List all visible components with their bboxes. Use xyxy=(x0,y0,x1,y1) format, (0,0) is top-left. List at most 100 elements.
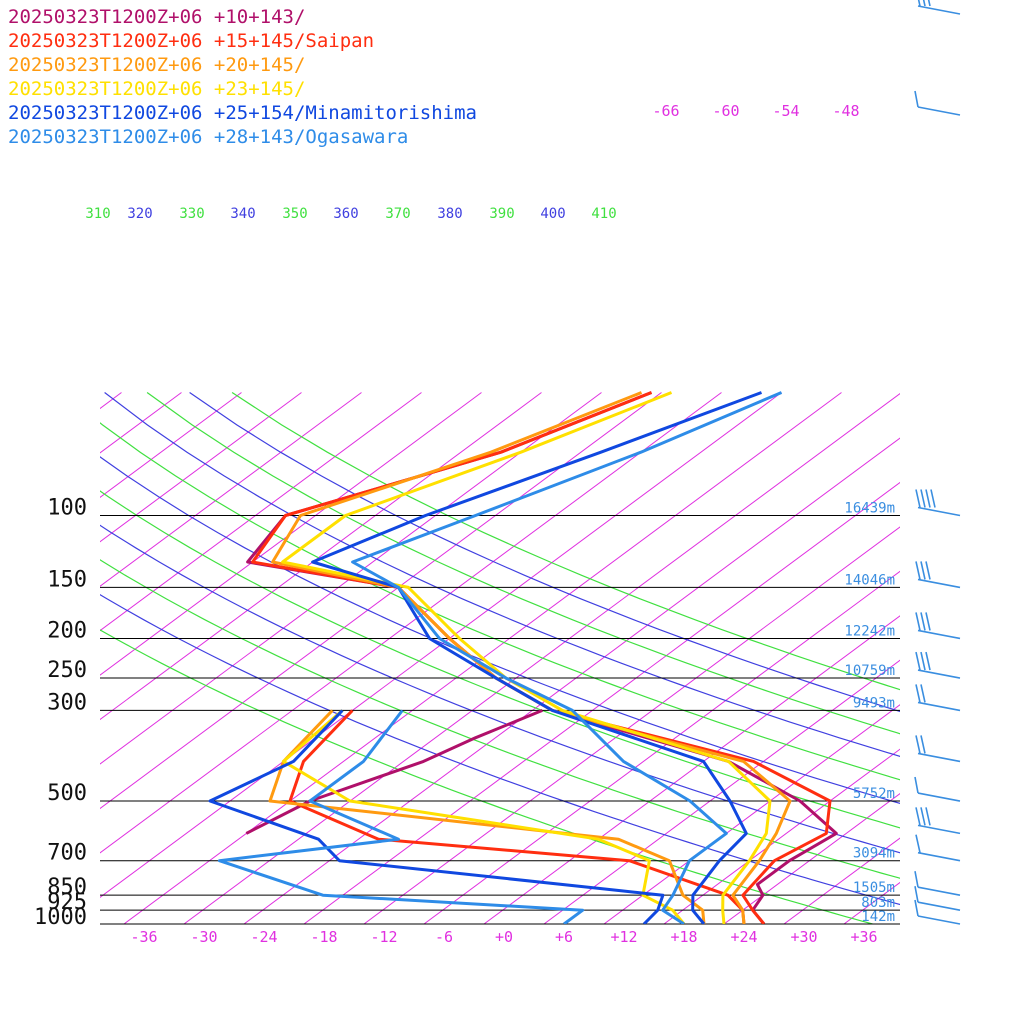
isentrope-line xyxy=(100,456,900,805)
pressure-label: 300 xyxy=(47,690,87,715)
wind-barb xyxy=(914,899,961,925)
temperature-profile xyxy=(311,391,763,924)
upper-isotherm-label: -66 xyxy=(652,102,679,120)
isotherm-line xyxy=(100,392,302,543)
isotherm-line xyxy=(964,393,1024,924)
isentrope-label: 390 xyxy=(489,206,514,222)
wind-barb xyxy=(914,776,961,802)
upper-isotherm-label: -60 xyxy=(712,102,739,120)
isotherm-line xyxy=(100,392,362,587)
temperature-tick-label: +12 xyxy=(610,928,637,946)
pressure-label: 100 xyxy=(47,496,87,521)
pressure-label: 200 xyxy=(47,618,87,643)
isentrope-line xyxy=(100,422,900,781)
pressure-label: 1000 xyxy=(34,905,87,930)
temperature-tick-label: -30 xyxy=(190,928,217,946)
wind-barb xyxy=(915,561,961,589)
wind-barbs xyxy=(914,0,961,925)
isotherm-line xyxy=(483,615,900,924)
isentrope-label: 340 xyxy=(230,206,255,222)
temperature-tick-label: +36 xyxy=(850,928,877,946)
isotherm-line xyxy=(603,704,900,924)
isotherm-line xyxy=(303,481,900,924)
isotherm-line xyxy=(100,392,782,898)
isentrope-line xyxy=(100,559,900,879)
isentrope-label: 350 xyxy=(282,206,307,222)
dewpoint-profile xyxy=(217,709,585,924)
wind-barb xyxy=(915,735,961,763)
isentrope-line xyxy=(189,392,900,713)
pressure-label: 250 xyxy=(47,658,87,683)
height-label: 142m xyxy=(861,909,895,925)
isotherm-line xyxy=(100,392,542,721)
legend-entry: 20250323T1200Z+06 +20+145/ xyxy=(8,54,305,76)
isotherm-line xyxy=(100,392,242,498)
temperature-profile xyxy=(351,391,783,924)
dewpoint-profile xyxy=(208,709,665,924)
pressure-label: 925 xyxy=(47,890,87,915)
temperature-tick-label: -18 xyxy=(310,928,337,946)
isotherm-line xyxy=(0,393,1,924)
temperature-tick-label: -6 xyxy=(435,928,453,946)
temperature-tick-label: -24 xyxy=(250,928,277,946)
legend-entry: 20250323T1200Z+06 +15+145/Saipan xyxy=(8,30,374,52)
isotherm-line xyxy=(723,793,900,924)
pressure-level-lines xyxy=(100,515,900,925)
height-label: 1505m xyxy=(853,880,895,896)
isentrope-line xyxy=(100,524,900,854)
upper-isotherm-label: -48 xyxy=(832,102,859,120)
height-label: 12242m xyxy=(844,623,895,639)
isentrope-label: 330 xyxy=(179,206,204,222)
legend-entry: 20250323T1200Z+06 +23+145/ xyxy=(8,78,305,100)
isotherm-line xyxy=(663,748,900,924)
isentrope-label: 310 xyxy=(85,206,110,222)
isotherm-line xyxy=(423,570,900,924)
wind-barb xyxy=(915,684,961,712)
legend-entry: 20250323T1200Z+06 +25+154/Minamitorishim… xyxy=(8,102,477,124)
wind-barb xyxy=(915,612,961,640)
dewpoint-profile xyxy=(282,709,686,924)
pressure-label: 700 xyxy=(47,841,87,866)
wind-barb xyxy=(917,0,961,15)
legend-entry: 20250323T1200Z+06 +28+143/Ogasawara xyxy=(8,126,408,148)
isotherm-line xyxy=(100,392,182,454)
isentrope-label: 380 xyxy=(437,206,462,222)
wind-barb xyxy=(914,886,961,911)
wind-barb xyxy=(915,834,961,862)
isentrope-line xyxy=(104,392,900,758)
isentrope-label: 410 xyxy=(591,206,616,222)
pressure-label: 150 xyxy=(47,567,87,592)
temperature-tick-label: +6 xyxy=(555,928,573,946)
temperature-tick-label: +30 xyxy=(790,928,817,946)
legend-entry: 20250323T1200Z+06 +10+143/ xyxy=(8,6,305,28)
isentrope-label: 370 xyxy=(385,206,410,222)
pressure-label: 500 xyxy=(47,781,87,806)
isotherm-line xyxy=(100,392,422,632)
height-label: 803m xyxy=(861,895,895,911)
isotherm-line xyxy=(100,392,482,676)
wind-barb xyxy=(914,871,961,896)
upper-isotherm-label: -54 xyxy=(772,102,799,120)
sounding-profiles xyxy=(208,391,838,924)
isentrope-line xyxy=(100,593,900,906)
dewpoint-profile xyxy=(245,709,543,835)
temperature-tick-label: +18 xyxy=(670,928,697,946)
isotherm-line xyxy=(100,392,662,810)
temperature-tick-label: -12 xyxy=(370,928,397,946)
isotherm-line xyxy=(243,437,900,924)
isentrope-lines xyxy=(100,391,900,924)
temperature-tick-label: +24 xyxy=(730,928,757,946)
wind-barb xyxy=(914,90,961,116)
isotherm-line xyxy=(363,526,900,924)
temperature-tick-label: -36 xyxy=(130,928,157,946)
isotherm-line xyxy=(543,659,900,924)
height-label: 16439m xyxy=(844,501,895,517)
pressure-label: 850 xyxy=(47,875,87,900)
isentrope-label: 320 xyxy=(127,206,152,222)
wind-barb xyxy=(915,651,961,679)
axis-labels: 100 16439m 150 14046m 200 12242m 250 10759m 300 9… xyxy=(34,102,895,946)
height-label: 9493m xyxy=(853,695,895,711)
isentrope-line xyxy=(100,490,900,829)
height-label: 14046m xyxy=(844,572,895,588)
